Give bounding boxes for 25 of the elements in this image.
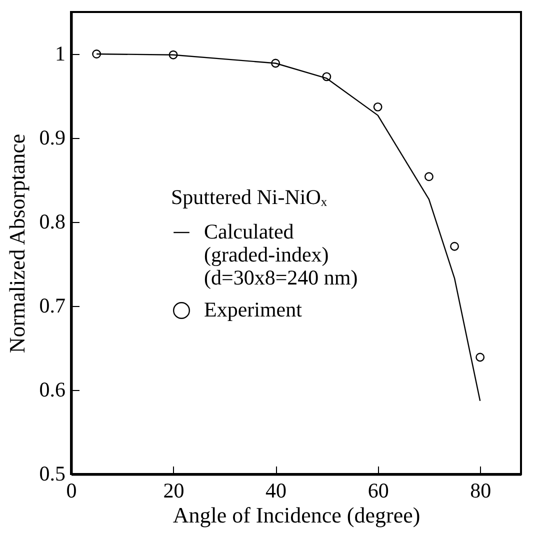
x-tick-label: 80 bbox=[470, 478, 492, 502]
line-series bbox=[96, 53, 481, 402]
point bbox=[424, 172, 434, 182]
y-axis-title: Normalized Absorptance bbox=[4, 134, 30, 354]
x-tick-label: 0 bbox=[66, 478, 77, 502]
y-tick-label: 0.9 bbox=[39, 126, 66, 150]
y-tick-label: 0.7 bbox=[39, 294, 66, 318]
y-tick-label: 1 bbox=[55, 42, 66, 66]
legend-label: Calculated (graded-index) (d=30x8=240 nm) bbox=[204, 220, 358, 290]
point bbox=[373, 102, 382, 112]
x-tick-label: 20 bbox=[163, 478, 184, 502]
legend-title: Sputtered Ni-NiOₓ bbox=[171, 185, 328, 209]
point bbox=[271, 58, 280, 68]
point bbox=[168, 50, 178, 60]
y-tick-label: 0.6 bbox=[39, 378, 66, 402]
point bbox=[322, 72, 332, 82]
point bbox=[92, 50, 102, 58]
y-tick-label: 0.5 bbox=[39, 462, 66, 486]
point bbox=[476, 352, 485, 362]
x-tick-label: 40 bbox=[266, 478, 287, 502]
y-tick-label: 0.8 bbox=[39, 210, 66, 234]
legend-label: Experiment bbox=[204, 298, 302, 322]
point bbox=[450, 242, 459, 251]
x-axis-title: Angle of Incidence (degree) bbox=[172, 502, 420, 528]
x-tick-label: 60 bbox=[368, 478, 389, 502]
